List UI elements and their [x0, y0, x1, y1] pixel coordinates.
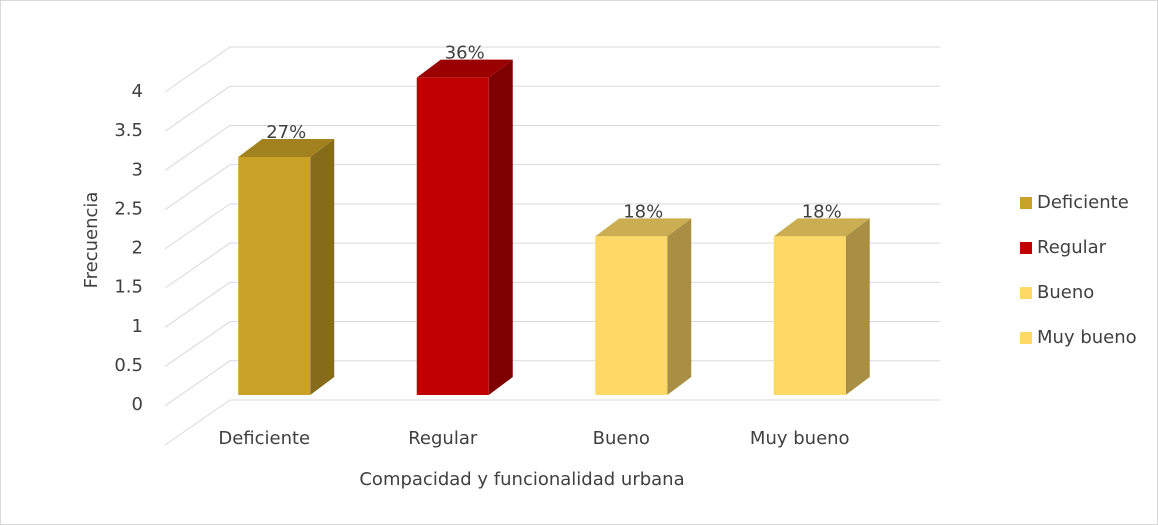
bar-top — [773, 218, 870, 237]
bar-top — [238, 139, 335, 157]
grid-side-line — [164, 242, 231, 289]
x-tick-label: Bueno — [593, 428, 650, 449]
bar-side — [310, 139, 335, 395]
grid-side-line — [164, 203, 231, 250]
x-tick-label: Deficiente — [218, 428, 310, 449]
bar-top — [416, 59, 513, 78]
grid-side-line — [164, 125, 231, 171]
x-tick-label: Muy bueno — [750, 428, 850, 449]
x-axis-title: Compacidad y funcionalidad urbana — [359, 469, 684, 490]
grid-side-line — [164, 281, 231, 328]
y-tick-label: 3 — [132, 159, 143, 180]
grid-side-line — [164, 164, 231, 211]
bar-side — [488, 59, 513, 396]
bar — [773, 236, 846, 395]
data-label: 18% — [623, 201, 663, 222]
legend-label: Muy bueno — [1037, 327, 1137, 348]
legend-swatch — [1020, 242, 1032, 254]
grid-side-line — [164, 321, 231, 367]
y-tick-label: 0.5 — [114, 355, 143, 376]
legend-label: Bueno — [1037, 282, 1094, 303]
y-tick-label: 4 — [132, 81, 143, 102]
legend-label: Deficiente — [1037, 192, 1129, 213]
grid-side-line — [164, 85, 231, 132]
bar-side — [667, 218, 692, 395]
bar-top — [595, 218, 692, 237]
grid-side-line — [164, 360, 231, 407]
y-axis-title: Frecuencia — [81, 192, 102, 289]
legend-label: Regular — [1037, 237, 1107, 258]
data-label: 18% — [802, 201, 842, 222]
legend-swatch — [1020, 197, 1032, 209]
bar-side — [845, 218, 870, 395]
data-label: 27% — [266, 122, 306, 143]
y-tick-label: 3.5 — [114, 120, 143, 141]
bar — [595, 236, 668, 395]
bar — [238, 157, 311, 395]
y-tick-label: 2.5 — [114, 198, 143, 219]
y-tick-label: 1 — [132, 316, 143, 337]
legend-swatch — [1020, 287, 1032, 299]
data-label: 36% — [445, 43, 485, 64]
y-tick-label: 0 — [132, 394, 143, 415]
legend-swatch — [1020, 332, 1032, 344]
grid-side-line — [164, 399, 231, 446]
x-tick-label: Regular — [408, 428, 478, 449]
bar — [416, 77, 489, 396]
y-tick-label: 2 — [132, 238, 143, 259]
y-tick-label: 1.5 — [114, 277, 143, 298]
grid-side-line — [164, 46, 231, 93]
